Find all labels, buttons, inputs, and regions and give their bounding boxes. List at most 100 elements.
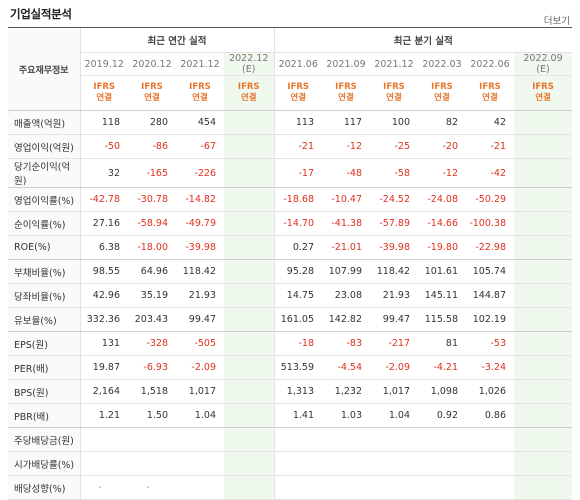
value-cell: -83 xyxy=(322,331,370,356)
table-row: 매출액(억원) 118 280 454 113 117 100 82 42 xyxy=(8,110,573,135)
value-cell: -12 xyxy=(418,158,466,188)
value-cell: -14.66 xyxy=(418,211,466,236)
table-row: ROE(%) 6.38 -18.00 -39.98 0.27 -21.01 -39.98 -1… xyxy=(8,235,573,260)
value-cell xyxy=(224,307,275,332)
estimate-mark: (E) xyxy=(242,64,256,75)
value-cell: 1,098 xyxy=(418,379,466,404)
value-cell xyxy=(224,110,275,135)
value-cell: -48 xyxy=(322,158,370,188)
value-cell: -24.52 xyxy=(370,187,418,212)
period-header: 2021.12 xyxy=(176,52,224,76)
value-cell: 105.74 xyxy=(466,259,514,284)
value-cell xyxy=(176,427,224,452)
table-row: 배당성향(%) - - xyxy=(8,475,573,500)
row-label: 영업이익(억원) xyxy=(8,134,81,159)
value-cell: 1.41 xyxy=(274,403,322,428)
value-cell: -57.89 xyxy=(370,211,418,236)
value-cell: 2,164 xyxy=(80,379,128,404)
value-cell xyxy=(514,134,573,159)
table-row: PER(배) 19.87 -6.93 -2.09 513.59 -4.54 -2.09 -4.… xyxy=(8,355,573,380)
value-cell: 0.27 xyxy=(274,235,322,260)
period-header: 2021.12 xyxy=(370,52,418,76)
value-cell: -49.79 xyxy=(176,211,224,236)
value-cell: 6.38 xyxy=(80,235,128,260)
period-header: 2021.06 xyxy=(274,52,322,76)
estimate-mark: (E) xyxy=(536,64,550,75)
value-cell: -58 xyxy=(370,158,418,188)
value-cell: 1.50 xyxy=(128,403,176,428)
value-cell xyxy=(514,235,573,260)
value-cell: -18.00 xyxy=(128,235,176,260)
value-cell xyxy=(322,451,370,476)
value-cell: -12 xyxy=(322,134,370,159)
ifrs-label: IFRS xyxy=(431,82,453,92)
quarter-group-header: 최근 분기 실적 xyxy=(274,28,573,53)
value-cell: -3.24 xyxy=(466,355,514,380)
period-header: 2021.09 xyxy=(322,52,370,76)
value-cell: 0.86 xyxy=(466,403,514,428)
value-cell: 1,026 xyxy=(466,379,514,404)
financial-table: 주요재무정보 최근 연간 실적 최근 분기 실적 2019.12 2020.12 2… xyxy=(8,28,573,500)
value-cell: 21.93 xyxy=(176,283,224,308)
value-cell: -30.78 xyxy=(128,187,176,212)
row-label: 시가배당률(%) xyxy=(8,451,81,476)
value-cell: 142.82 xyxy=(322,307,370,332)
value-cell: 118.42 xyxy=(176,259,224,284)
value-cell xyxy=(224,403,275,428)
value-cell: -217 xyxy=(370,331,418,356)
value-cell xyxy=(370,451,418,476)
value-cell: -39.98 xyxy=(370,235,418,260)
ifrs-label: IFRS xyxy=(141,82,163,92)
value-cell xyxy=(514,355,573,380)
period-header: 2022.12 (E) xyxy=(224,52,275,76)
value-cell: -53 xyxy=(466,331,514,356)
table-row: 부채비율(%) 98.55 64.96 118.42 95.28 107.99 118.42… xyxy=(8,259,573,284)
value-cell: 131 xyxy=(80,331,128,356)
value-cell: -50.29 xyxy=(466,187,514,212)
value-cell: -165 xyxy=(128,158,176,188)
ifrs-badge: IFRS 연결 xyxy=(128,75,176,111)
ifrs-badge: IFRS 연결 xyxy=(370,75,418,111)
value-cell xyxy=(274,451,322,476)
value-cell: -328 xyxy=(128,331,176,356)
consolidated-label: 연결 xyxy=(482,93,498,103)
value-cell: -41.38 xyxy=(322,211,370,236)
ifrs-label: IFRS xyxy=(479,82,501,92)
value-cell: 98.55 xyxy=(80,259,128,284)
value-cell xyxy=(224,134,275,159)
value-cell: 1.04 xyxy=(176,403,224,428)
value-cell: 513.59 xyxy=(274,355,322,380)
ifrs-badge: IFRS 연결 xyxy=(224,75,275,111)
table-row: 주당배당금(원) xyxy=(8,427,573,452)
value-cell xyxy=(224,331,275,356)
annual-group-header: 최근 연간 실적 xyxy=(80,28,275,53)
value-cell xyxy=(224,259,275,284)
table-row: 유보율(%) 332.36 203.43 99.47 161.05 142.82 99.47… xyxy=(8,307,573,332)
more-link[interactable]: 더보기 xyxy=(543,16,570,27)
value-cell xyxy=(514,475,573,500)
value-cell: 144.87 xyxy=(466,283,514,308)
label-column-header: 주요재무정보 xyxy=(8,28,81,111)
ifrs-label: IFRS xyxy=(237,82,260,92)
value-cell: 42.96 xyxy=(80,283,128,308)
value-cell: 19.87 xyxy=(80,355,128,380)
value-cell xyxy=(514,379,573,404)
value-cell xyxy=(128,451,176,476)
table-row: EPS(원) 131 -328 -505 -18 -83 -217 81 -53 xyxy=(8,331,573,356)
value-cell xyxy=(224,235,275,260)
value-cell: 82 xyxy=(418,110,466,135)
value-cell: 35.19 xyxy=(128,283,176,308)
value-cell xyxy=(418,451,466,476)
value-cell: -67 xyxy=(176,134,224,159)
value-cell: -58.94 xyxy=(128,211,176,236)
value-cell: 1,017 xyxy=(370,379,418,404)
ifrs-label: IFRS xyxy=(532,82,554,92)
ifrs-badge: IFRS 연결 xyxy=(176,75,224,111)
value-cell xyxy=(466,427,514,452)
value-cell xyxy=(514,211,573,236)
value-cell: 42 xyxy=(466,110,514,135)
value-cell xyxy=(224,475,275,500)
value-cell: -505 xyxy=(176,331,224,356)
value-cell xyxy=(514,403,573,428)
